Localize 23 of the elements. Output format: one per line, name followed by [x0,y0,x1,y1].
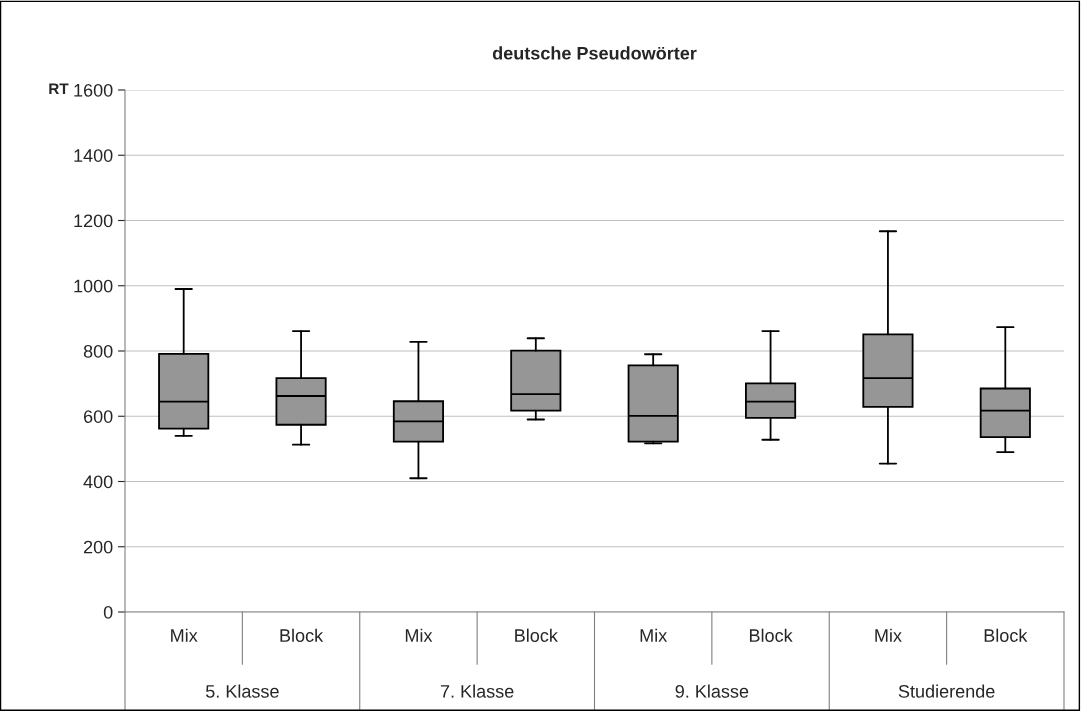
y-tick-label: 1200 [74,214,113,228]
y-tick-label: 200 [83,540,113,554]
text: Studierende [898,684,995,698]
x-tick-label: Mix [640,628,668,642]
y-tick-label: 1000 [74,279,113,293]
y-tick-label: 600 [83,410,113,423]
y-tick-label: 1400 [74,149,113,162]
x-tick-label: Block [749,628,793,642]
text: 7. Klasse [440,684,514,698]
y-tick-label: 800 [83,344,113,358]
y-tick-label: 0 [103,605,113,619]
text: 9. Klasse [675,684,749,698]
y-axis-title: RT [49,83,69,94]
y-tick-label: 1600 [74,83,113,97]
x-tick-label: Mix [405,628,433,642]
x-tick-label: Mix [875,628,902,642]
x-tick-label: Mix [171,628,198,642]
text: 5. Klasse [205,684,279,698]
y-tick-label: 400 [83,475,113,489]
x-tick-label: Block [984,628,1028,642]
x-tick-label: Block [515,628,558,642]
chart-title: deutsche Pseudowörter [492,46,697,60]
x-tick-label: Block [280,628,324,642]
